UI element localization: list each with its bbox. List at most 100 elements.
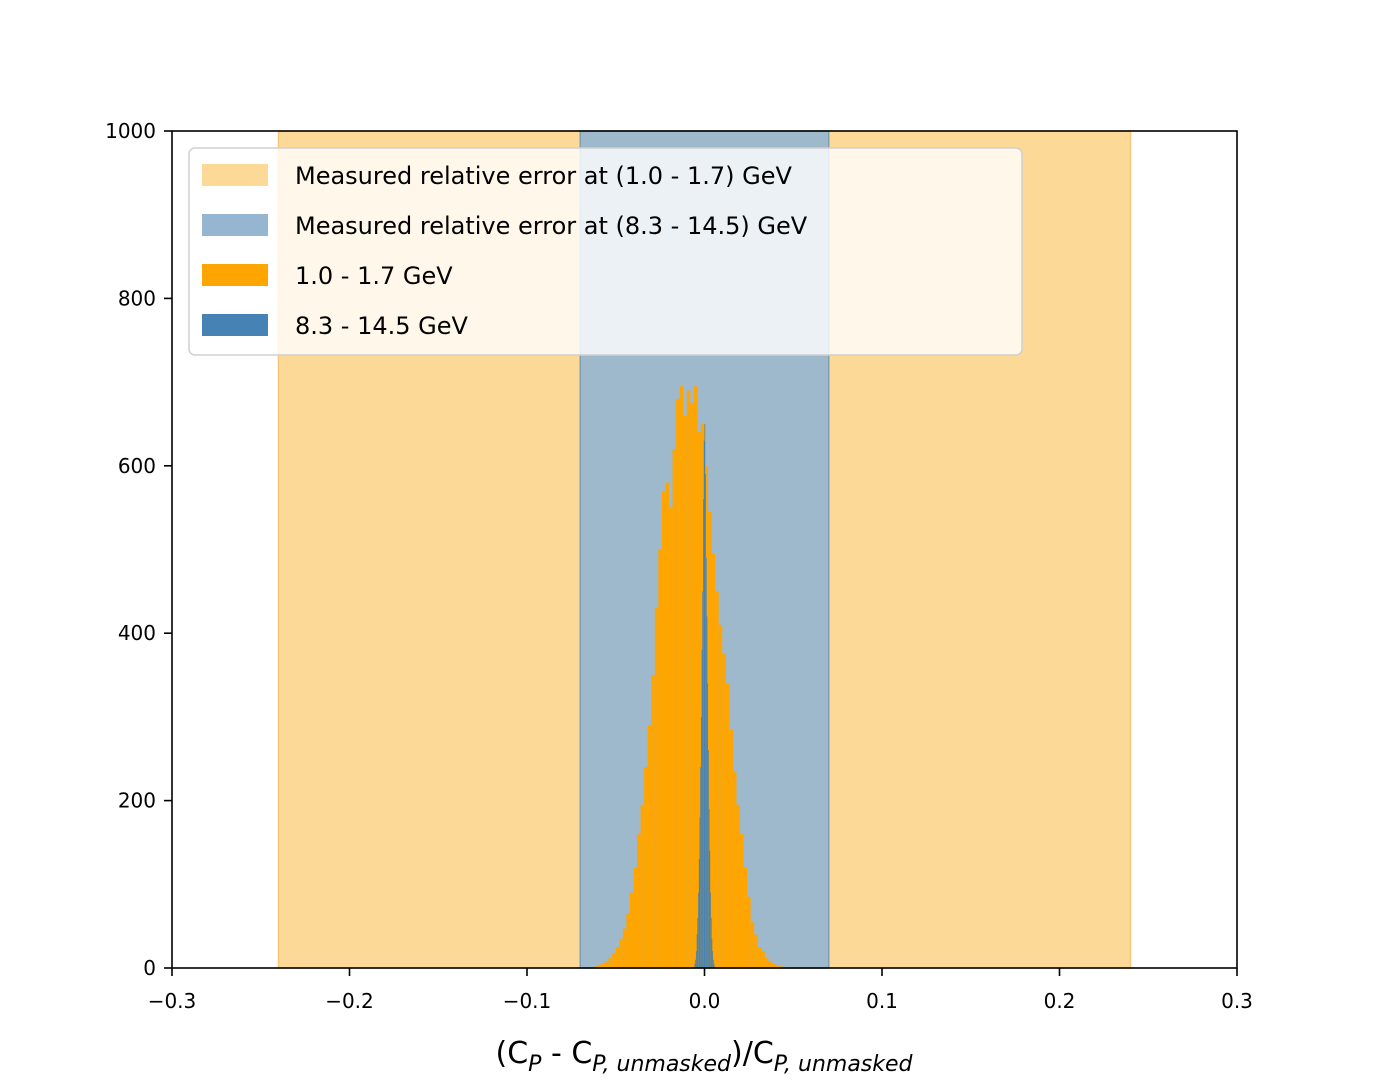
histogram-bar-series-1 xyxy=(651,675,655,968)
histogram-bar-series-1 xyxy=(743,867,748,968)
histogram-bar-series-1 xyxy=(768,961,772,968)
x-tick-label: −0.3 xyxy=(148,989,197,1013)
histogram-bar-series-1 xyxy=(740,834,744,968)
histogram-bar-series-2 xyxy=(694,963,696,968)
histogram-bar-series-1 xyxy=(761,951,765,968)
histogram-bar-series-1 xyxy=(612,952,616,968)
histogram-bar-series-2 xyxy=(705,557,707,968)
histogram-bar-series-1 xyxy=(669,507,673,968)
histogram-bar-series-2 xyxy=(706,616,708,968)
histogram-bar-series-1 xyxy=(722,654,726,968)
legend-label: Measured relative error at (1.0 - 1.7) G… xyxy=(295,162,792,190)
histogram-bar-series-2 xyxy=(709,850,711,968)
histogram-bar-series-1 xyxy=(605,961,609,968)
histogram-bar-series-2 xyxy=(701,649,703,968)
y-tick-label: 400 xyxy=(118,621,156,645)
legend-label: 1.0 - 1.7 GeV xyxy=(295,262,453,290)
histogram-bar-series-1 xyxy=(750,921,755,968)
histogram-bar-series-2 xyxy=(708,808,710,968)
histogram-bar-series-1 xyxy=(644,767,648,968)
histogram-bar-series-1 xyxy=(747,896,751,968)
histogram-bar-series-1 xyxy=(686,390,691,969)
histogram-bar-series-1 xyxy=(637,834,641,968)
x-tick-label: 0.3 xyxy=(1221,989,1253,1013)
histogram-bar-series-1 xyxy=(732,771,737,968)
histogram-bar-series-1 xyxy=(601,962,606,968)
histogram-bar-series-1 xyxy=(640,804,645,968)
histogram-bar-series-1 xyxy=(725,683,730,968)
histogram-bar-series-2 xyxy=(695,951,697,968)
x-tick-label: 0.2 xyxy=(1044,989,1076,1013)
histogram-bar-series-1 xyxy=(608,957,613,968)
histogram-bar-series-1 xyxy=(779,966,783,968)
histogram-bars xyxy=(594,386,790,969)
legend-swatch xyxy=(202,164,268,186)
histogram-bar-series-1 xyxy=(619,938,623,968)
x-axis-label: (CP - CP, unmasked)/CP, unmasked xyxy=(495,1036,913,1077)
legend-swatch xyxy=(202,214,268,236)
histogram-bar-series-2 xyxy=(696,934,698,968)
histogram-bar-series-2 xyxy=(698,892,699,968)
histogram-bar-series-2 xyxy=(710,892,711,968)
histogram-bar-series-2 xyxy=(708,750,709,968)
histogram-bar-series-1 xyxy=(757,947,762,968)
legend: Measured relative error at (1.0 - 1.7) G… xyxy=(188,147,1023,356)
histogram-bar-series-1 xyxy=(771,963,776,968)
histogram-bar-series-1 xyxy=(736,804,740,968)
y-tick-label: 0 xyxy=(143,956,156,980)
histogram-bar-series-1 xyxy=(626,913,630,968)
histogram-bar-series-2 xyxy=(707,683,709,968)
histogram-bar-series-2 xyxy=(703,499,704,968)
histogram-bar-series-2 xyxy=(698,859,700,968)
histogram-bar-series-1 xyxy=(683,415,687,969)
legend-label: Measured relative error at (8.3 - 14.5) … xyxy=(295,212,808,240)
legend-swatch xyxy=(202,314,268,336)
histogram-bar-series-1 xyxy=(654,608,659,968)
histogram-bar-series-2 xyxy=(702,591,704,968)
histogram-bar-series-1 xyxy=(718,624,723,968)
histogram-bar-series-2 xyxy=(713,959,714,968)
y-tick-label: 200 xyxy=(118,789,156,813)
histogram-bar-series-1 xyxy=(715,591,719,968)
y-tick-label: 800 xyxy=(118,286,156,310)
x-tick-label: 0.0 xyxy=(689,989,721,1013)
histogram-bar-series-1 xyxy=(672,449,677,968)
histogram-bar-series-2 xyxy=(695,959,696,968)
histogram-bar-series-2 xyxy=(710,917,712,968)
histogram-bar-series-1 xyxy=(658,549,662,968)
histogram-bar-series-1 xyxy=(665,482,669,968)
histogram-bar-series-1 xyxy=(775,965,780,968)
histogram-bar-series-1 xyxy=(598,964,602,968)
histogram-bar-series-1 xyxy=(647,725,652,968)
histogram-bar-series-2 xyxy=(700,767,701,968)
xlabel-sub-3: P, unmasked xyxy=(774,1052,914,1077)
histogram-bar-series-2 xyxy=(699,817,701,968)
histogram-bar-series-1 xyxy=(729,729,733,968)
histogram-bar-series-1 xyxy=(697,432,701,968)
histogram-bar-series-2 xyxy=(713,963,715,968)
histogram-bar-series-2 xyxy=(711,938,713,968)
axes: −0.3 −0.2 −0.1 0.0 0.1 0.2 0.3 0 200 400 600 800 100… xyxy=(105,119,1253,1013)
histogram-bar-series-1 xyxy=(754,934,758,968)
histogram-bar-series-1 xyxy=(622,928,627,968)
histogram-bar-series-1 xyxy=(594,966,598,968)
histogram-bar-series-1 xyxy=(633,867,638,968)
histogram-bar-series-1 xyxy=(690,403,694,968)
histogram-bar-series-1 xyxy=(615,947,620,968)
histogram-bar-series-2 xyxy=(697,917,699,968)
legend-box xyxy=(188,147,1023,356)
histogram-bar-series-2 xyxy=(700,716,702,968)
histogram-bar-series-1 xyxy=(676,398,680,969)
legend-label: 8.3 - 14.5 GeV xyxy=(295,312,469,340)
xlabel-open: (C xyxy=(495,1036,528,1071)
xlabel-sub-1: P xyxy=(528,1052,542,1077)
histogram-bar-series-1 xyxy=(708,511,712,968)
histogram-bar-series-2 xyxy=(703,440,705,968)
x-tick-label: −0.2 xyxy=(325,989,374,1013)
x-tick-label: 0.1 xyxy=(866,989,898,1013)
x-tick-label: −0.1 xyxy=(503,989,552,1013)
y-tick-label: 600 xyxy=(118,454,156,478)
histogram-bar-series-2 xyxy=(705,474,706,968)
histogram-bar-series-2 xyxy=(712,951,714,968)
